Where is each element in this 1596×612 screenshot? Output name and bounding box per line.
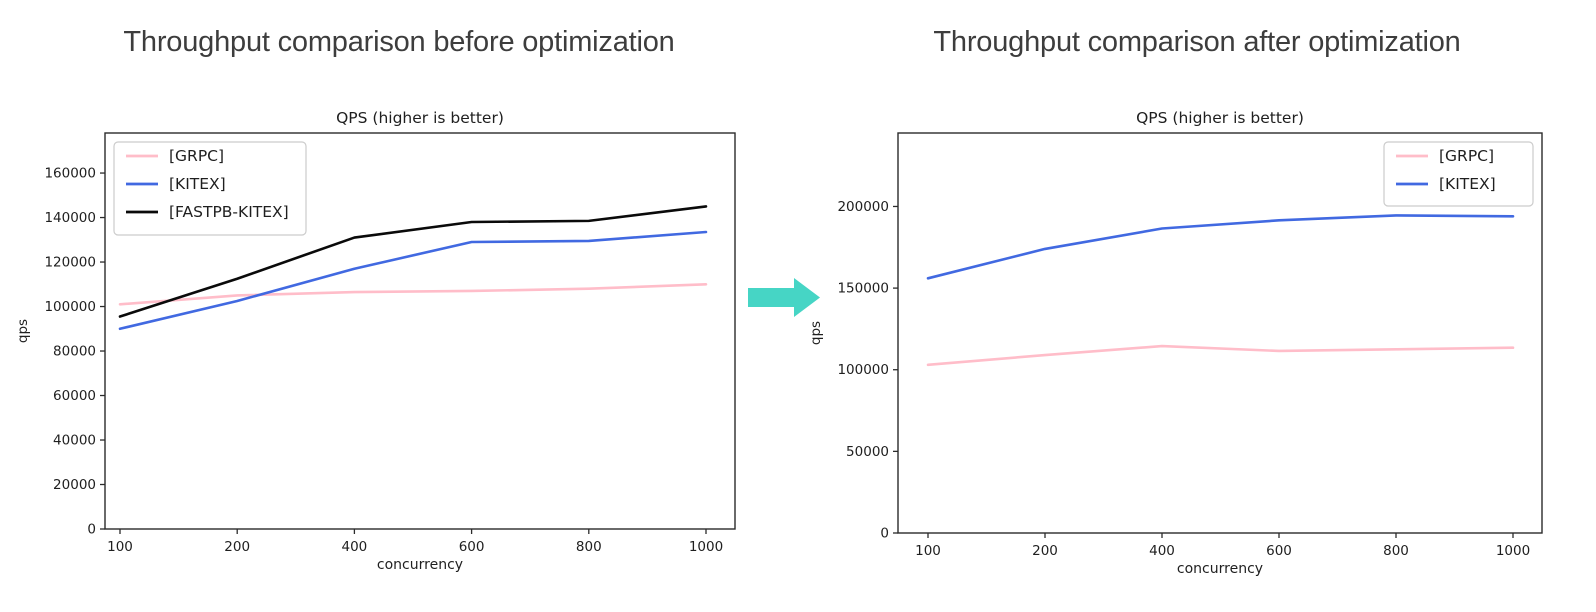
x-axis-label: concurrency xyxy=(377,557,463,573)
x-tick-label: 1000 xyxy=(689,539,723,555)
y-axis-label: qps xyxy=(808,321,824,345)
legend-box xyxy=(1383,141,1534,207)
legend-label: [KITEX] xyxy=(1439,175,1496,193)
x-tick-label: 400 xyxy=(1149,543,1175,559)
series-line-kitex xyxy=(118,230,708,331)
y-tick-label: 150000 xyxy=(837,281,889,297)
x-tick-label: 400 xyxy=(342,539,368,555)
series-line-kitex xyxy=(926,214,1515,280)
chart-title: QPS (higher is better) xyxy=(1136,109,1304,127)
x-tick-label: 800 xyxy=(576,539,602,555)
after-optimization-title: Throughput comparison after optimization xyxy=(933,26,1461,58)
legend-label: [KITEX] xyxy=(169,175,226,193)
arrow-right-glyph xyxy=(748,278,820,317)
y-tick-label: 60000 xyxy=(53,388,96,404)
y-tick-label: 0 xyxy=(880,526,889,542)
series-line-grpc xyxy=(118,282,708,306)
series-line-fastpb-kitex xyxy=(118,205,708,318)
y-tick-label: 140000 xyxy=(44,210,96,226)
before-optimization-title: Throughput comparison before optimizatio… xyxy=(123,26,675,58)
y-tick-label: 50000 xyxy=(846,444,889,460)
before-optimization-chart: 0 20000 40000 60000 80000 100000 120000 140000 1… xyxy=(15,109,736,573)
x-tick-label: 100 xyxy=(107,539,133,555)
y-tick-label: 200000 xyxy=(837,199,889,215)
y-tick-label: 0 xyxy=(87,522,96,538)
x-tick-label: 600 xyxy=(1266,543,1292,559)
legend-box xyxy=(113,141,307,236)
x-tick-label: 800 xyxy=(1383,543,1409,559)
y-axis-label: qps xyxy=(15,319,31,343)
y-tick-label: 80000 xyxy=(53,344,96,360)
y-tick-label: 40000 xyxy=(53,433,96,449)
legend-label: [GRPC] xyxy=(169,147,224,165)
x-tick-label: 200 xyxy=(224,539,250,555)
y-tick-label: 20000 xyxy=(53,477,96,493)
y-tick-label: 100000 xyxy=(837,362,889,378)
chart-title: QPS (higher is better) xyxy=(336,109,504,127)
y-tick-label: 100000 xyxy=(44,299,96,315)
x-tick-label: 200 xyxy=(1032,543,1058,559)
legend-label: [FASTPB-KITEX] xyxy=(169,203,289,221)
y-tick-label: 160000 xyxy=(44,166,96,182)
plot-border xyxy=(897,132,1543,534)
x-tick-label: 600 xyxy=(459,539,485,555)
series-line-grpc xyxy=(926,344,1515,367)
x-axis-label: concurrency xyxy=(1177,561,1263,577)
plot-border xyxy=(104,132,736,530)
legend-label: [GRPC] xyxy=(1439,147,1494,165)
arrow-right-icon xyxy=(748,278,820,318)
y-tick-label: 120000 xyxy=(44,255,96,271)
x-tick-label: 100 xyxy=(915,543,941,559)
x-tick-label: 1000 xyxy=(1496,543,1530,559)
